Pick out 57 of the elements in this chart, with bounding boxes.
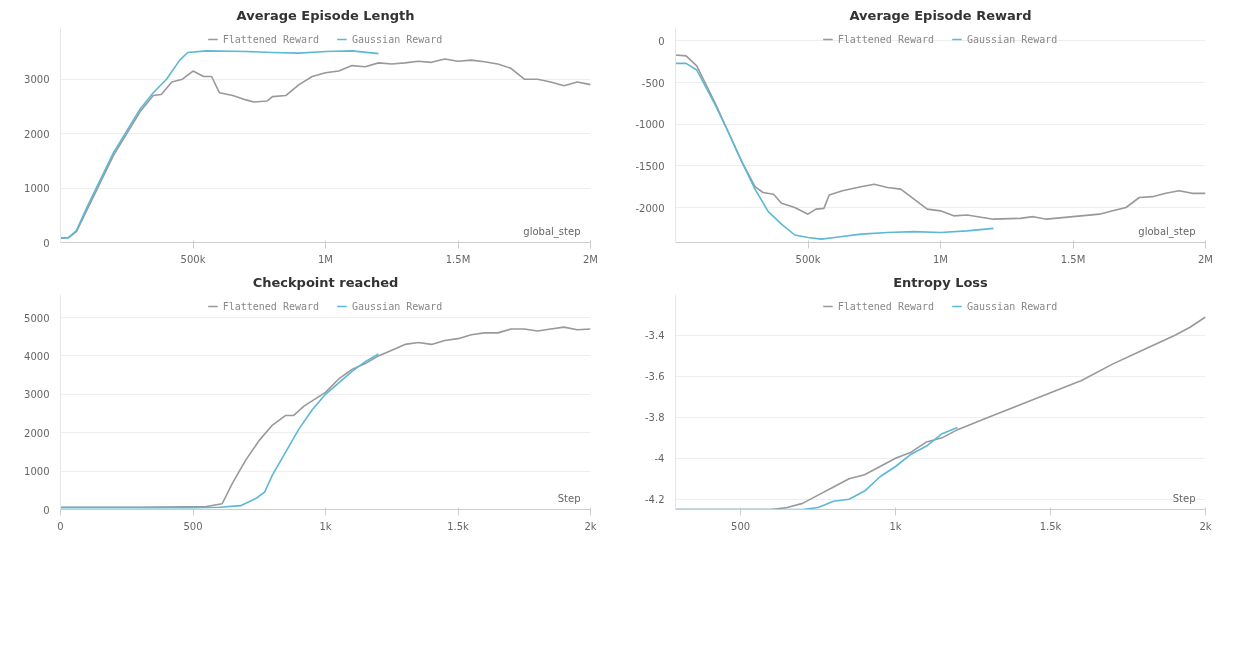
y-tick-label: -3.8: [644, 412, 665, 424]
chart-title: Average Episode Length: [236, 7, 415, 23]
y-tick-label: 1000: [24, 183, 50, 195]
y-tick-label: -4.2: [644, 494, 665, 506]
y-tick-label: -3.6: [644, 371, 665, 383]
x-tick-label: 500k: [795, 253, 821, 265]
legend-label: Gaussian Reward: [352, 300, 443, 312]
y-tick-label: -2000: [635, 202, 665, 214]
x-tick-label: 2M: [1198, 253, 1213, 265]
y-tick-label: -1500: [635, 160, 665, 172]
x-tick-label: 1k: [319, 520, 332, 532]
x-axis-title: Step: [1172, 492, 1196, 504]
y-tick-label: 0: [43, 237, 50, 249]
chart-title: Average Episode Reward: [849, 7, 1032, 23]
y-tick-label: 5000: [24, 312, 50, 324]
line-series: [60, 50, 380, 239]
legend-label: Flattened Reward: [222, 300, 320, 312]
legend-label: Flattened Reward: [222, 33, 320, 45]
x-axis-title: global_step: [523, 225, 581, 238]
line-series: [675, 62, 995, 240]
y-tick-label: 0: [658, 35, 665, 47]
x-tick-label: 500k: [180, 253, 206, 265]
x-axis-title: global_step: [1138, 225, 1196, 238]
x-tick-label: 2k: [584, 520, 597, 532]
x-tick-label: 2M: [583, 253, 598, 265]
legend-label: Flattened Reward: [837, 300, 935, 312]
line-series: [60, 353, 380, 509]
chart-title: Entropy Loss: [893, 274, 989, 290]
x-tick-label: 1M: [933, 253, 948, 265]
y-tick-label: -1000: [635, 119, 665, 131]
legend-label: Flattened Reward: [837, 33, 935, 45]
x-tick-label: 1.5M: [1060, 253, 1086, 265]
x-tick-label: 1M: [318, 253, 333, 265]
y-tick-label: 1000: [24, 466, 50, 478]
y-tick-label: 2000: [24, 427, 50, 439]
y-tick-label: 3000: [24, 74, 50, 86]
y-tick-label: -500: [641, 77, 665, 89]
x-tick-label: 1.5k: [1039, 520, 1062, 532]
legend-label: Gaussian Reward: [967, 33, 1058, 45]
y-tick-label: 4000: [24, 350, 50, 362]
chart-title: Checkpoint reached: [252, 274, 399, 290]
x-tick-label: 1.5M: [445, 253, 471, 265]
x-tick-label: 1k: [889, 520, 902, 532]
x-tick-label: 1.5k: [447, 520, 470, 532]
line-series: [675, 54, 1206, 220]
legend-label: Gaussian Reward: [352, 33, 443, 45]
x-tick-label: 0: [57, 520, 64, 532]
y-tick-label: -4: [654, 453, 665, 465]
y-tick-label: -3.4: [644, 330, 665, 342]
x-tick-label: 2k: [1199, 520, 1212, 532]
y-tick-label: 3000: [24, 389, 50, 401]
y-tick-label: 0: [43, 504, 50, 516]
x-axis-title: Step: [557, 492, 581, 504]
x-tick-label: 500: [183, 520, 203, 532]
x-tick-label: 500: [731, 520, 751, 532]
legend-label: Gaussian Reward: [967, 300, 1058, 312]
y-tick-label: 2000: [24, 128, 50, 140]
